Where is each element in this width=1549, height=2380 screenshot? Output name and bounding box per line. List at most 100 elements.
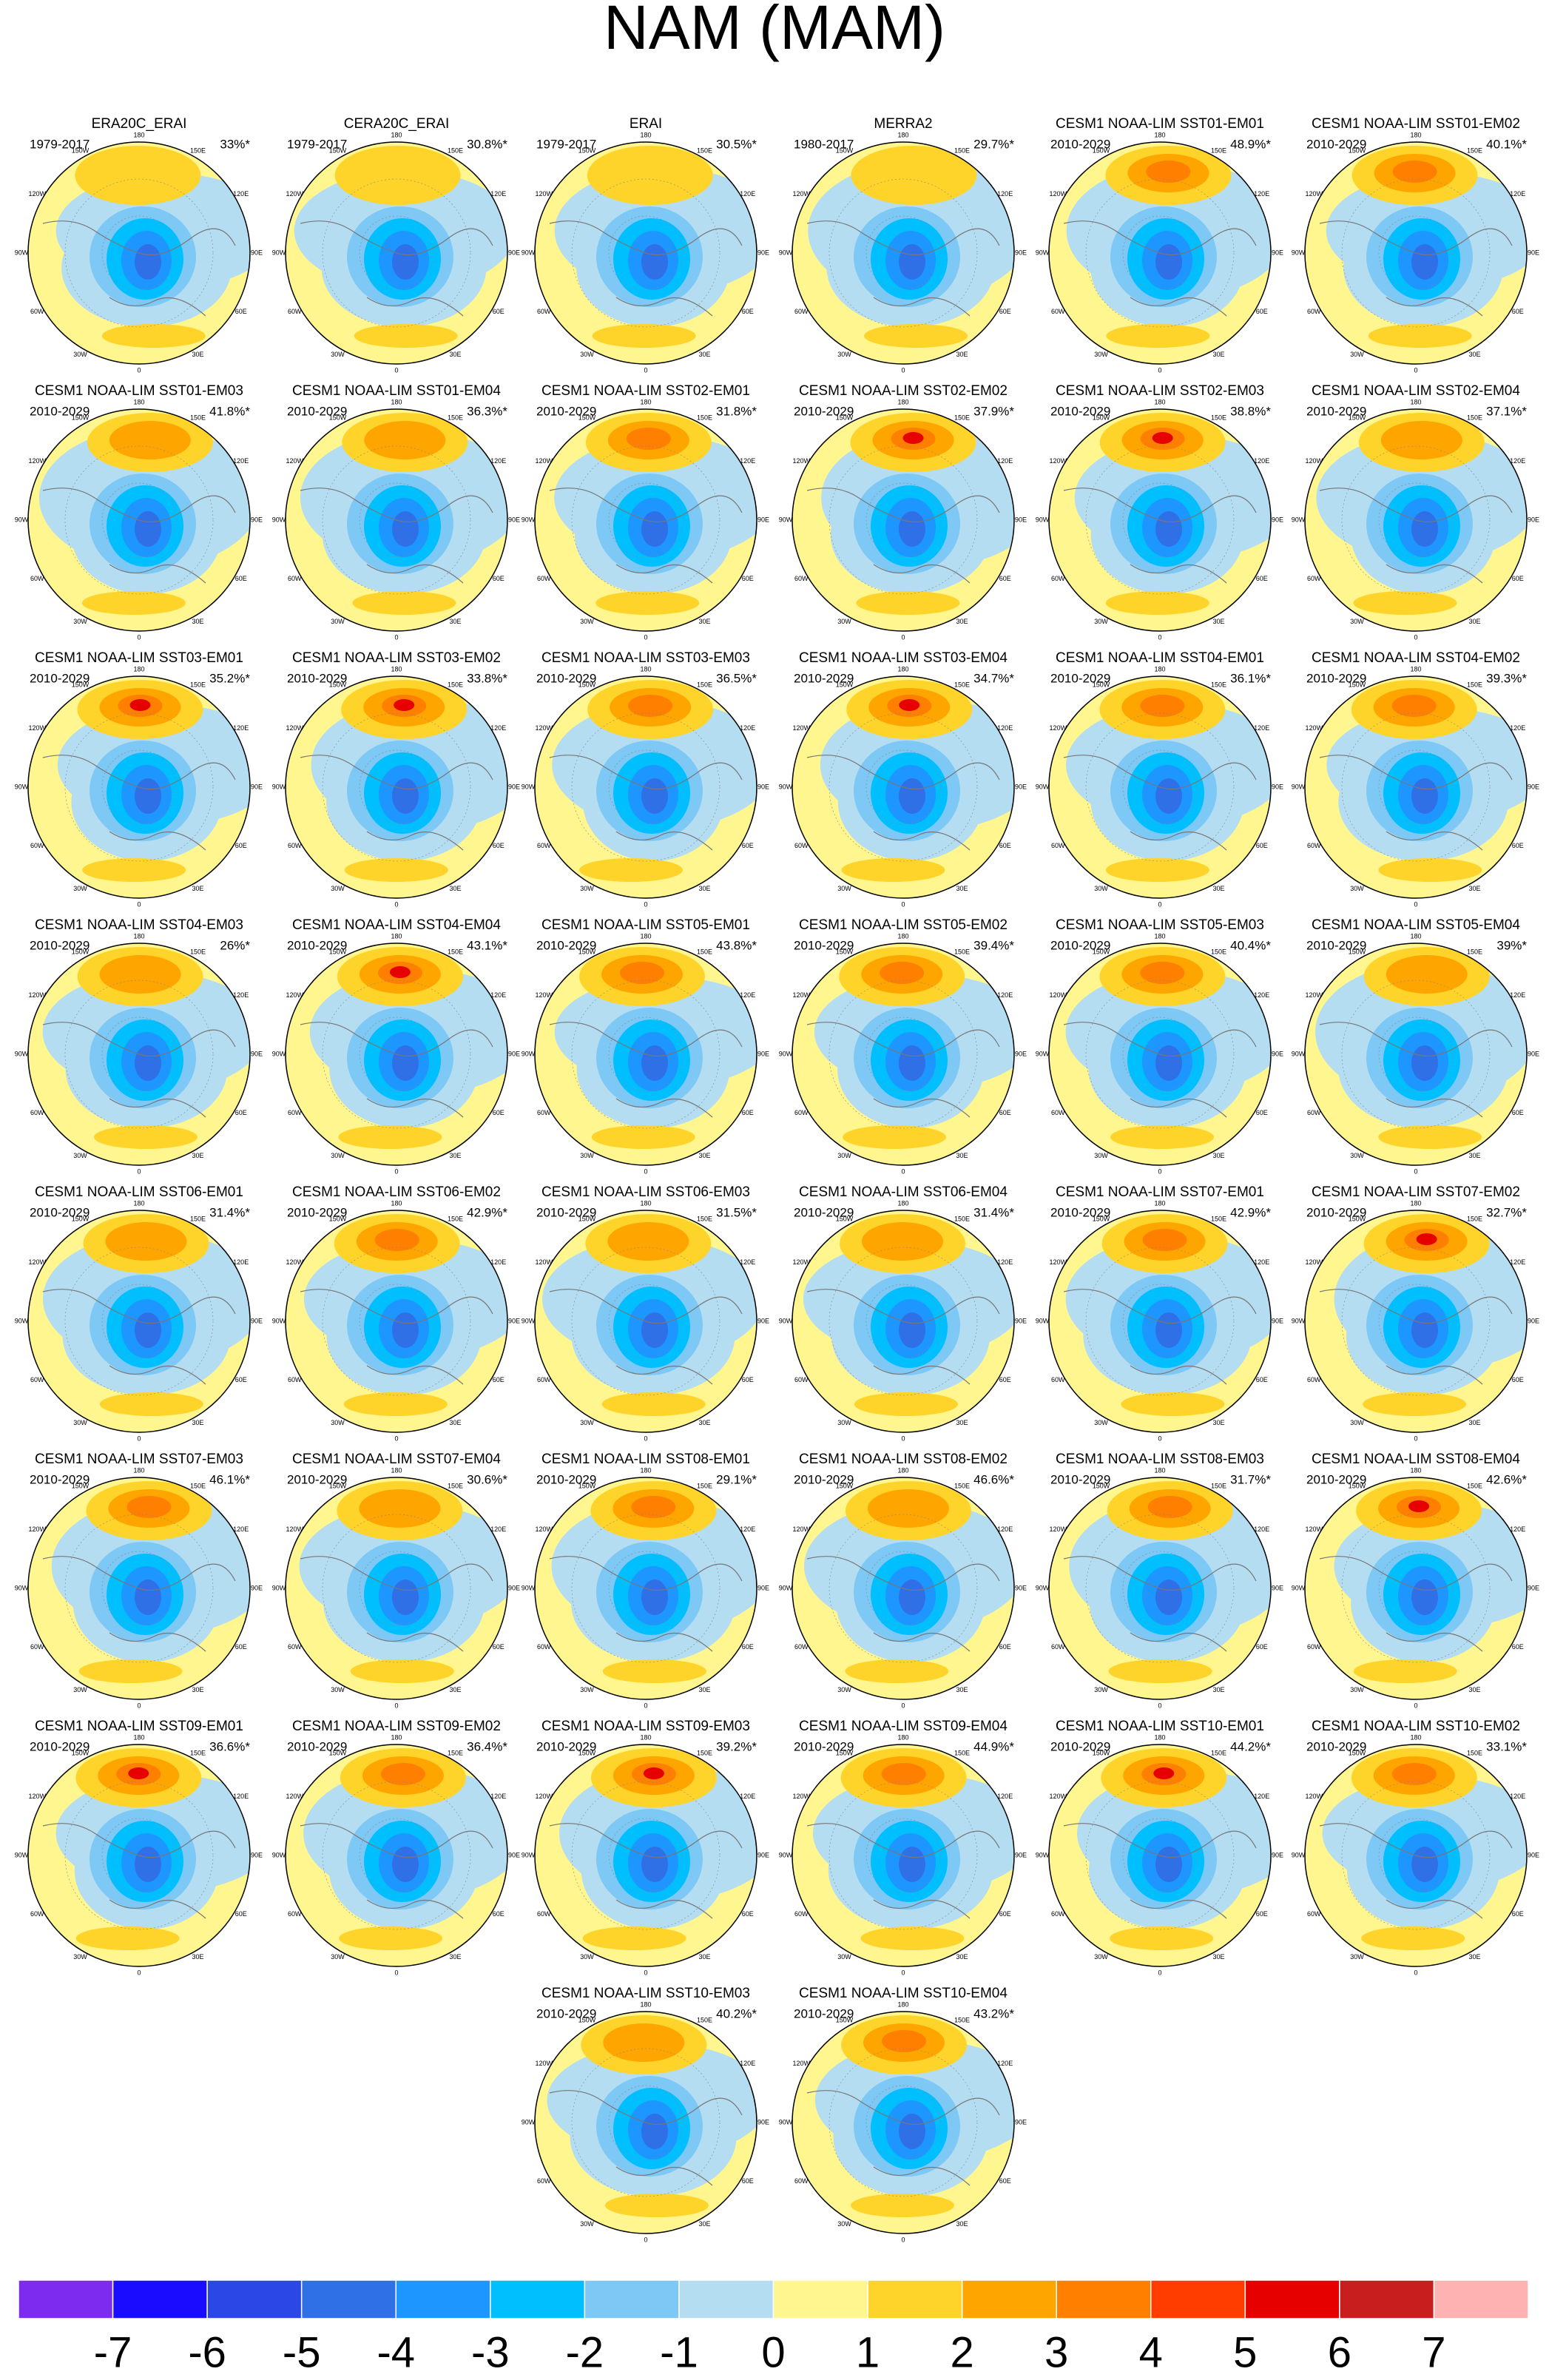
- longitude-label: 90E: [1528, 249, 1539, 256]
- longitude-label: 150W: [72, 147, 90, 155]
- longitude-label: 180: [391, 1466, 402, 1474]
- field-positive: [864, 324, 968, 348]
- coastline: [1063, 755, 1257, 790]
- map-border: [792, 675, 1015, 899]
- longitude-label: 180: [897, 932, 908, 940]
- longitude-label: 0: [1158, 366, 1161, 374]
- field-positive: [595, 591, 700, 615]
- longitude-label: 150W: [578, 1216, 596, 1223]
- longitude-label: 150W: [836, 1483, 854, 1490]
- longitude-label: 150W: [578, 681, 596, 689]
- longitude-label: 60E: [235, 1643, 247, 1651]
- field-positive: [1361, 1926, 1465, 1950]
- colorbar-label: 3: [1045, 2328, 1068, 2376]
- longitude-label: 0: [394, 1702, 398, 1709]
- coastline: [806, 1823, 1000, 1858]
- longitude-label: 30W: [1094, 1953, 1108, 1961]
- field-positive: [1153, 1767, 1175, 1779]
- field-positive: [380, 1763, 425, 1785]
- longitude-label: 120E: [997, 1793, 1013, 1800]
- longitude-label: 120E: [997, 1258, 1013, 1266]
- longitude-label: 150W: [329, 1483, 347, 1490]
- longitude-label: 30W: [73, 618, 87, 625]
- map-field: [535, 142, 757, 364]
- coastline: [1063, 1022, 1257, 1057]
- longitude-label: 180: [640, 1733, 651, 1741]
- longitude-label: 90E: [1015, 2118, 1027, 2126]
- longitude-label: 90E: [757, 1317, 769, 1324]
- field-positive: [129, 699, 151, 711]
- panel-variance: 36.6%*: [209, 1739, 250, 1753]
- panel-variance: 32.7%*: [1486, 1205, 1527, 1219]
- panel-title: CESM1 NOAA-LIM SST01-EM01: [1056, 116, 1264, 132]
- map-border: [1048, 141, 1272, 365]
- longitude-label: 180: [1410, 1199, 1421, 1207]
- coastline: [300, 755, 493, 790]
- longitude-label: 180: [1410, 1466, 1421, 1474]
- map-border: [534, 2011, 757, 2234]
- longitude-label: 30W: [73, 1152, 87, 1159]
- map-field: [1049, 1477, 1271, 1699]
- map-field: [535, 409, 757, 631]
- map-field: [28, 676, 250, 898]
- graticule: [829, 178, 978, 328]
- field-negative: [135, 1312, 161, 1348]
- longitude-label: 120E: [1510, 991, 1525, 999]
- map-border: [792, 1744, 1015, 1967]
- longitude-label: 120W: [29, 457, 47, 465]
- panel-period: 2010-2029: [536, 2006, 596, 2020]
- longitude-label: 60E: [493, 1376, 504, 1383]
- map-field: [1305, 409, 1527, 631]
- map-field: [1305, 142, 1527, 364]
- colorbar-label: 7: [1422, 2328, 1445, 2376]
- longitude-label: 60E: [999, 1109, 1011, 1116]
- longitude-label: 120W: [29, 991, 47, 999]
- panel-period: 2010-2029: [287, 1739, 347, 1753]
- longitude-label: 30E: [698, 1953, 710, 1961]
- longitude-label: 120W: [536, 724, 553, 732]
- map-panel: CERA20C_ERAI 1979-2017 30.8%* 180 150E 120E 90…: [272, 116, 520, 374]
- graticule: [1085, 445, 1235, 595]
- longitude-label: 30E: [956, 618, 968, 625]
- map-panel: CESM1 NOAA-LIM SST04-EM02 2010-2029 39.3%*…: [1292, 650, 1539, 908]
- longitude-label: 150E: [697, 681, 712, 689]
- longitude-label: 120E: [490, 1526, 506, 1533]
- field-positive: [99, 1392, 203, 1416]
- longitude-label: 120E: [997, 190, 1013, 198]
- coastline: [109, 1899, 206, 1919]
- panel-period: 2010-2029: [794, 1472, 854, 1486]
- longitude-label: 90E: [251, 1317, 263, 1324]
- map-border: [534, 1210, 757, 1433]
- panel-title: CESM1 NOAA-LIM SST07-EM03: [35, 1452, 243, 1467]
- longitude-label: 150E: [697, 414, 712, 422]
- longitude-label: 0: [1414, 1969, 1417, 1976]
- panel-period: 2010-2029: [536, 404, 596, 418]
- map-field: [1049, 676, 1271, 898]
- longitude-label: 180: [640, 665, 651, 672]
- longitude-label: 30E: [192, 618, 203, 625]
- longitude-label: 120E: [233, 1258, 249, 1266]
- coastline: [1130, 1632, 1227, 1652]
- longitude-label: 120E: [233, 190, 249, 198]
- map-panel: CESM1 NOAA-LIM SST08-EM03 2010-2029 31.7%*…: [1036, 1452, 1283, 1709]
- longitude-label: 0: [394, 900, 398, 908]
- coastline: [806, 488, 1000, 523]
- longitude-label: 90W: [1036, 516, 1050, 523]
- panel-period: 2010-2029: [1306, 938, 1366, 952]
- map-border: [1304, 943, 1528, 1166]
- map-field: [1305, 1210, 1527, 1432]
- graticule: [322, 712, 471, 862]
- longitude-label: 30E: [956, 1686, 968, 1693]
- longitude-label: 60E: [742, 1643, 754, 1651]
- map-border: [27, 408, 251, 632]
- coastline: [549, 220, 743, 256]
- longitude-label: 180: [897, 131, 908, 138]
- longitude-label: 60W: [794, 1376, 809, 1383]
- panel-title: CERA20C_ERAI: [344, 116, 450, 132]
- longitude-label: 120W: [793, 457, 811, 465]
- field-positive: [82, 858, 186, 882]
- panel-period: 2010-2029: [1306, 1739, 1366, 1753]
- field-positive: [350, 1659, 454, 1683]
- coastline: [366, 1365, 464, 1385]
- map-border: [285, 1744, 508, 1967]
